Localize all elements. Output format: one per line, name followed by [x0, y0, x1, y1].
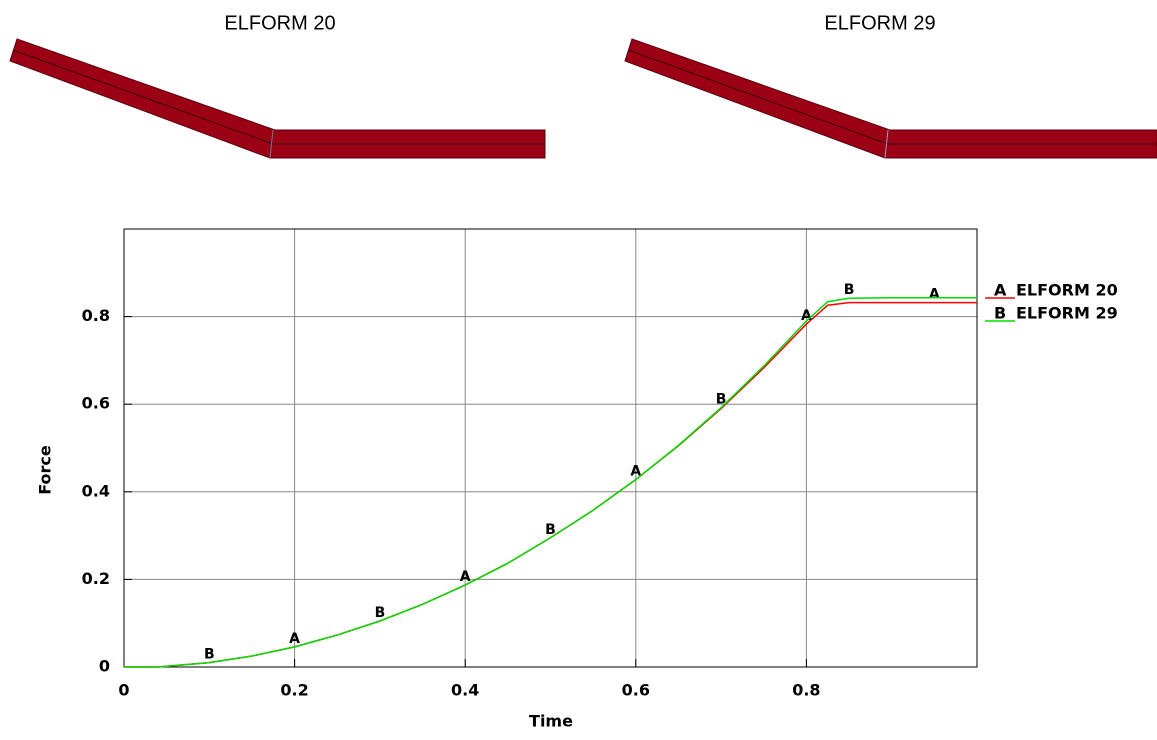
series-symbol: B	[204, 647, 215, 663]
legend-label: ELFORM 20	[1016, 281, 1118, 300]
x-axis-label: Time	[529, 712, 573, 731]
panel-title: ELFORM 29	[824, 12, 935, 34]
beam-left	[10, 39, 545, 158]
y-axis-label: Force	[36, 445, 55, 495]
y-tick-label: 0.8	[82, 306, 110, 325]
x-tick-label: 0.2	[280, 681, 308, 700]
series-symbol: B	[545, 522, 556, 538]
y-tick-label: 0.6	[82, 394, 110, 413]
page: {"panels": [{"title": "ELFORM 20"}, {"ti…	[0, 0, 1157, 736]
x-tick-label: 0.8	[792, 681, 820, 700]
y-tick-label: 0.4	[82, 481, 110, 500]
y-tick-label: 0.2	[82, 569, 110, 588]
x-tick-label: 0.6	[622, 681, 650, 700]
series-symbol: A	[929, 287, 940, 303]
series-symbol: B	[716, 392, 727, 408]
series-symbol: B	[844, 282, 855, 298]
series-symbol: B	[375, 605, 386, 621]
series-line	[124, 303, 977, 667]
legend-label: ELFORM 29	[1016, 304, 1118, 323]
legend-symbol: B	[994, 304, 1006, 323]
series-line	[124, 298, 977, 667]
series-symbol: A	[289, 631, 300, 647]
legend-symbol: A	[994, 281, 1007, 300]
y-tick-label: 0	[99, 657, 110, 676]
figure: ELFORM 20 ELFORM 29 Time Force 0 0.2 0.4 0.…	[0, 0, 1157, 736]
x-tick-label: 0	[118, 681, 129, 700]
panel-title: ELFORM 20	[224, 12, 335, 34]
x-tick-label: 0.4	[451, 681, 479, 700]
beam-right	[625, 39, 1157, 158]
